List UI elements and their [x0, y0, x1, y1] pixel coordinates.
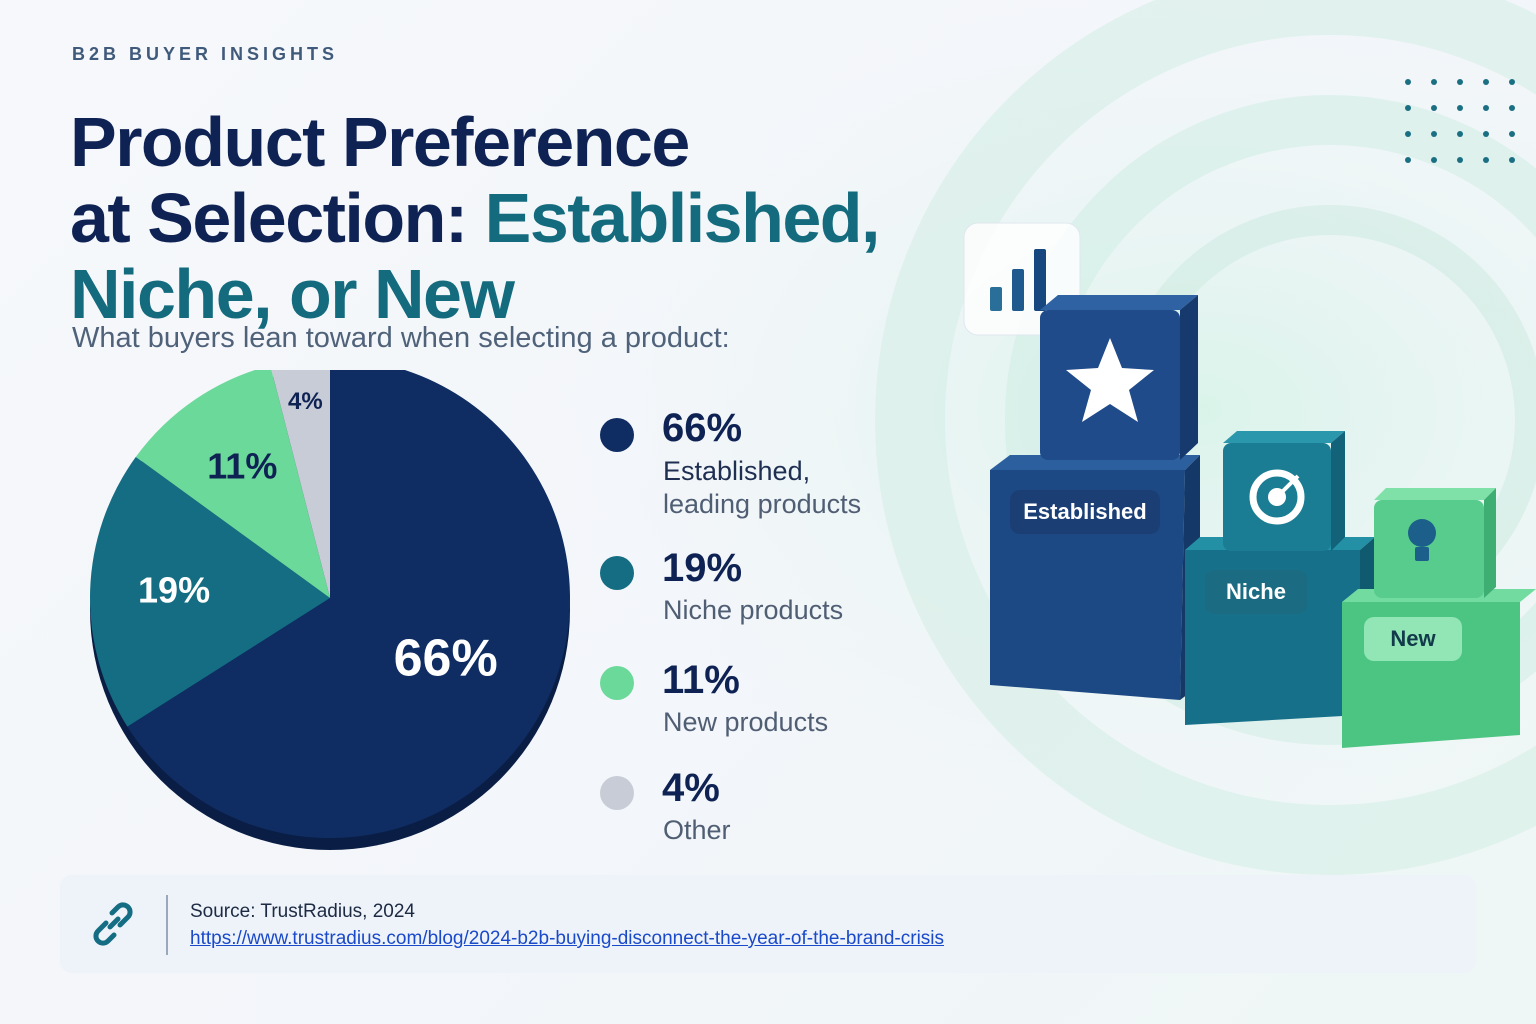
target-icon	[1249, 469, 1305, 525]
niche-block-label: Niche	[1205, 570, 1307, 614]
title-accent: Established, Niche, or New	[70, 179, 881, 333]
target-cube	[1223, 431, 1345, 551]
decoration-dot	[1457, 79, 1463, 85]
established-block-label: Established	[1010, 490, 1160, 534]
title-part-2: at Selection:	[70, 179, 485, 257]
decoration-dot	[1405, 131, 1411, 137]
lightbulb-icon	[1408, 519, 1436, 561]
source-link[interactable]: https://www.trustradius.com/blog/2024-b2…	[190, 928, 945, 949]
legend-dot	[600, 556, 634, 590]
decoration-dot	[1457, 157, 1463, 163]
legend-label-line-2: leading products	[663, 489, 862, 519]
pie-slice-niche	[90, 456, 330, 727]
legend-dot	[600, 418, 634, 452]
legend-value: 11%	[662, 658, 740, 702]
decoration-dot	[1405, 157, 1411, 163]
new-block	[1342, 589, 1536, 748]
page-title: Product Preference at Selection: Establi…	[70, 104, 970, 332]
title-part-1: Product Preference	[70, 103, 690, 181]
pie-label-niche: 19%	[138, 570, 210, 611]
decoration-dot	[1483, 157, 1489, 163]
decoration-dot	[1483, 131, 1489, 137]
decoration-dot	[1405, 105, 1411, 111]
source-panel: Source: TrustRadius, 2024 https://www.tr…	[60, 875, 1476, 973]
decoration-dot	[1483, 105, 1489, 111]
source-divider	[166, 895, 168, 955]
link-icon	[93, 902, 133, 946]
star-cube	[1040, 295, 1198, 460]
legend-value: 66%	[662, 406, 743, 450]
decoration-dot	[1509, 105, 1515, 111]
decoration-dot	[1431, 105, 1437, 111]
pie-slice-established	[127, 358, 570, 838]
pie-chart: 66% 19% 11% 4%	[80, 358, 580, 860]
decoration-dot	[1483, 79, 1489, 85]
legend-value: 4%	[662, 766, 720, 810]
dot-grid-decoration	[1405, 79, 1515, 163]
pie-label-new: 11%	[207, 445, 277, 486]
star-icon	[1066, 338, 1154, 422]
eyebrow-label: B2B BUYER INSIGHTS	[72, 44, 339, 64]
legend-value: 19%	[662, 546, 743, 590]
pie-label-established: 66%	[394, 629, 498, 687]
decoration-dot	[1509, 79, 1515, 85]
legend-label: Established,	[663, 456, 811, 486]
legend-label: New products	[663, 707, 829, 737]
blocks-illustration	[963, 222, 1536, 748]
legend-label: Niche products	[663, 595, 844, 625]
pie-slice-other	[270, 358, 330, 598]
decoration-dot	[1431, 157, 1437, 163]
legend-dot	[600, 666, 634, 700]
decoration-dot	[1457, 131, 1463, 137]
decoration-dot	[1509, 157, 1515, 163]
source-text: Source: TrustRadius, 2024	[190, 901, 415, 922]
decoration-dot	[1431, 131, 1437, 137]
decoration-dot	[1405, 79, 1411, 85]
decoration-dot	[1457, 105, 1463, 111]
new-block-label: New	[1364, 617, 1462, 661]
legend-label: Other	[663, 815, 731, 845]
lightbulb-cube	[1374, 488, 1496, 598]
pie-slice-new	[135, 365, 330, 598]
pie-chart-svg: 66% 19% 11% 4%	[90, 358, 570, 850]
legend-dot	[600, 776, 634, 810]
pie-label-other: 4%	[288, 388, 323, 415]
decoration-dot	[1431, 79, 1437, 85]
decoration-dot	[1509, 131, 1515, 137]
subtitle: What buyers lean toward when selecting a…	[72, 322, 730, 354]
